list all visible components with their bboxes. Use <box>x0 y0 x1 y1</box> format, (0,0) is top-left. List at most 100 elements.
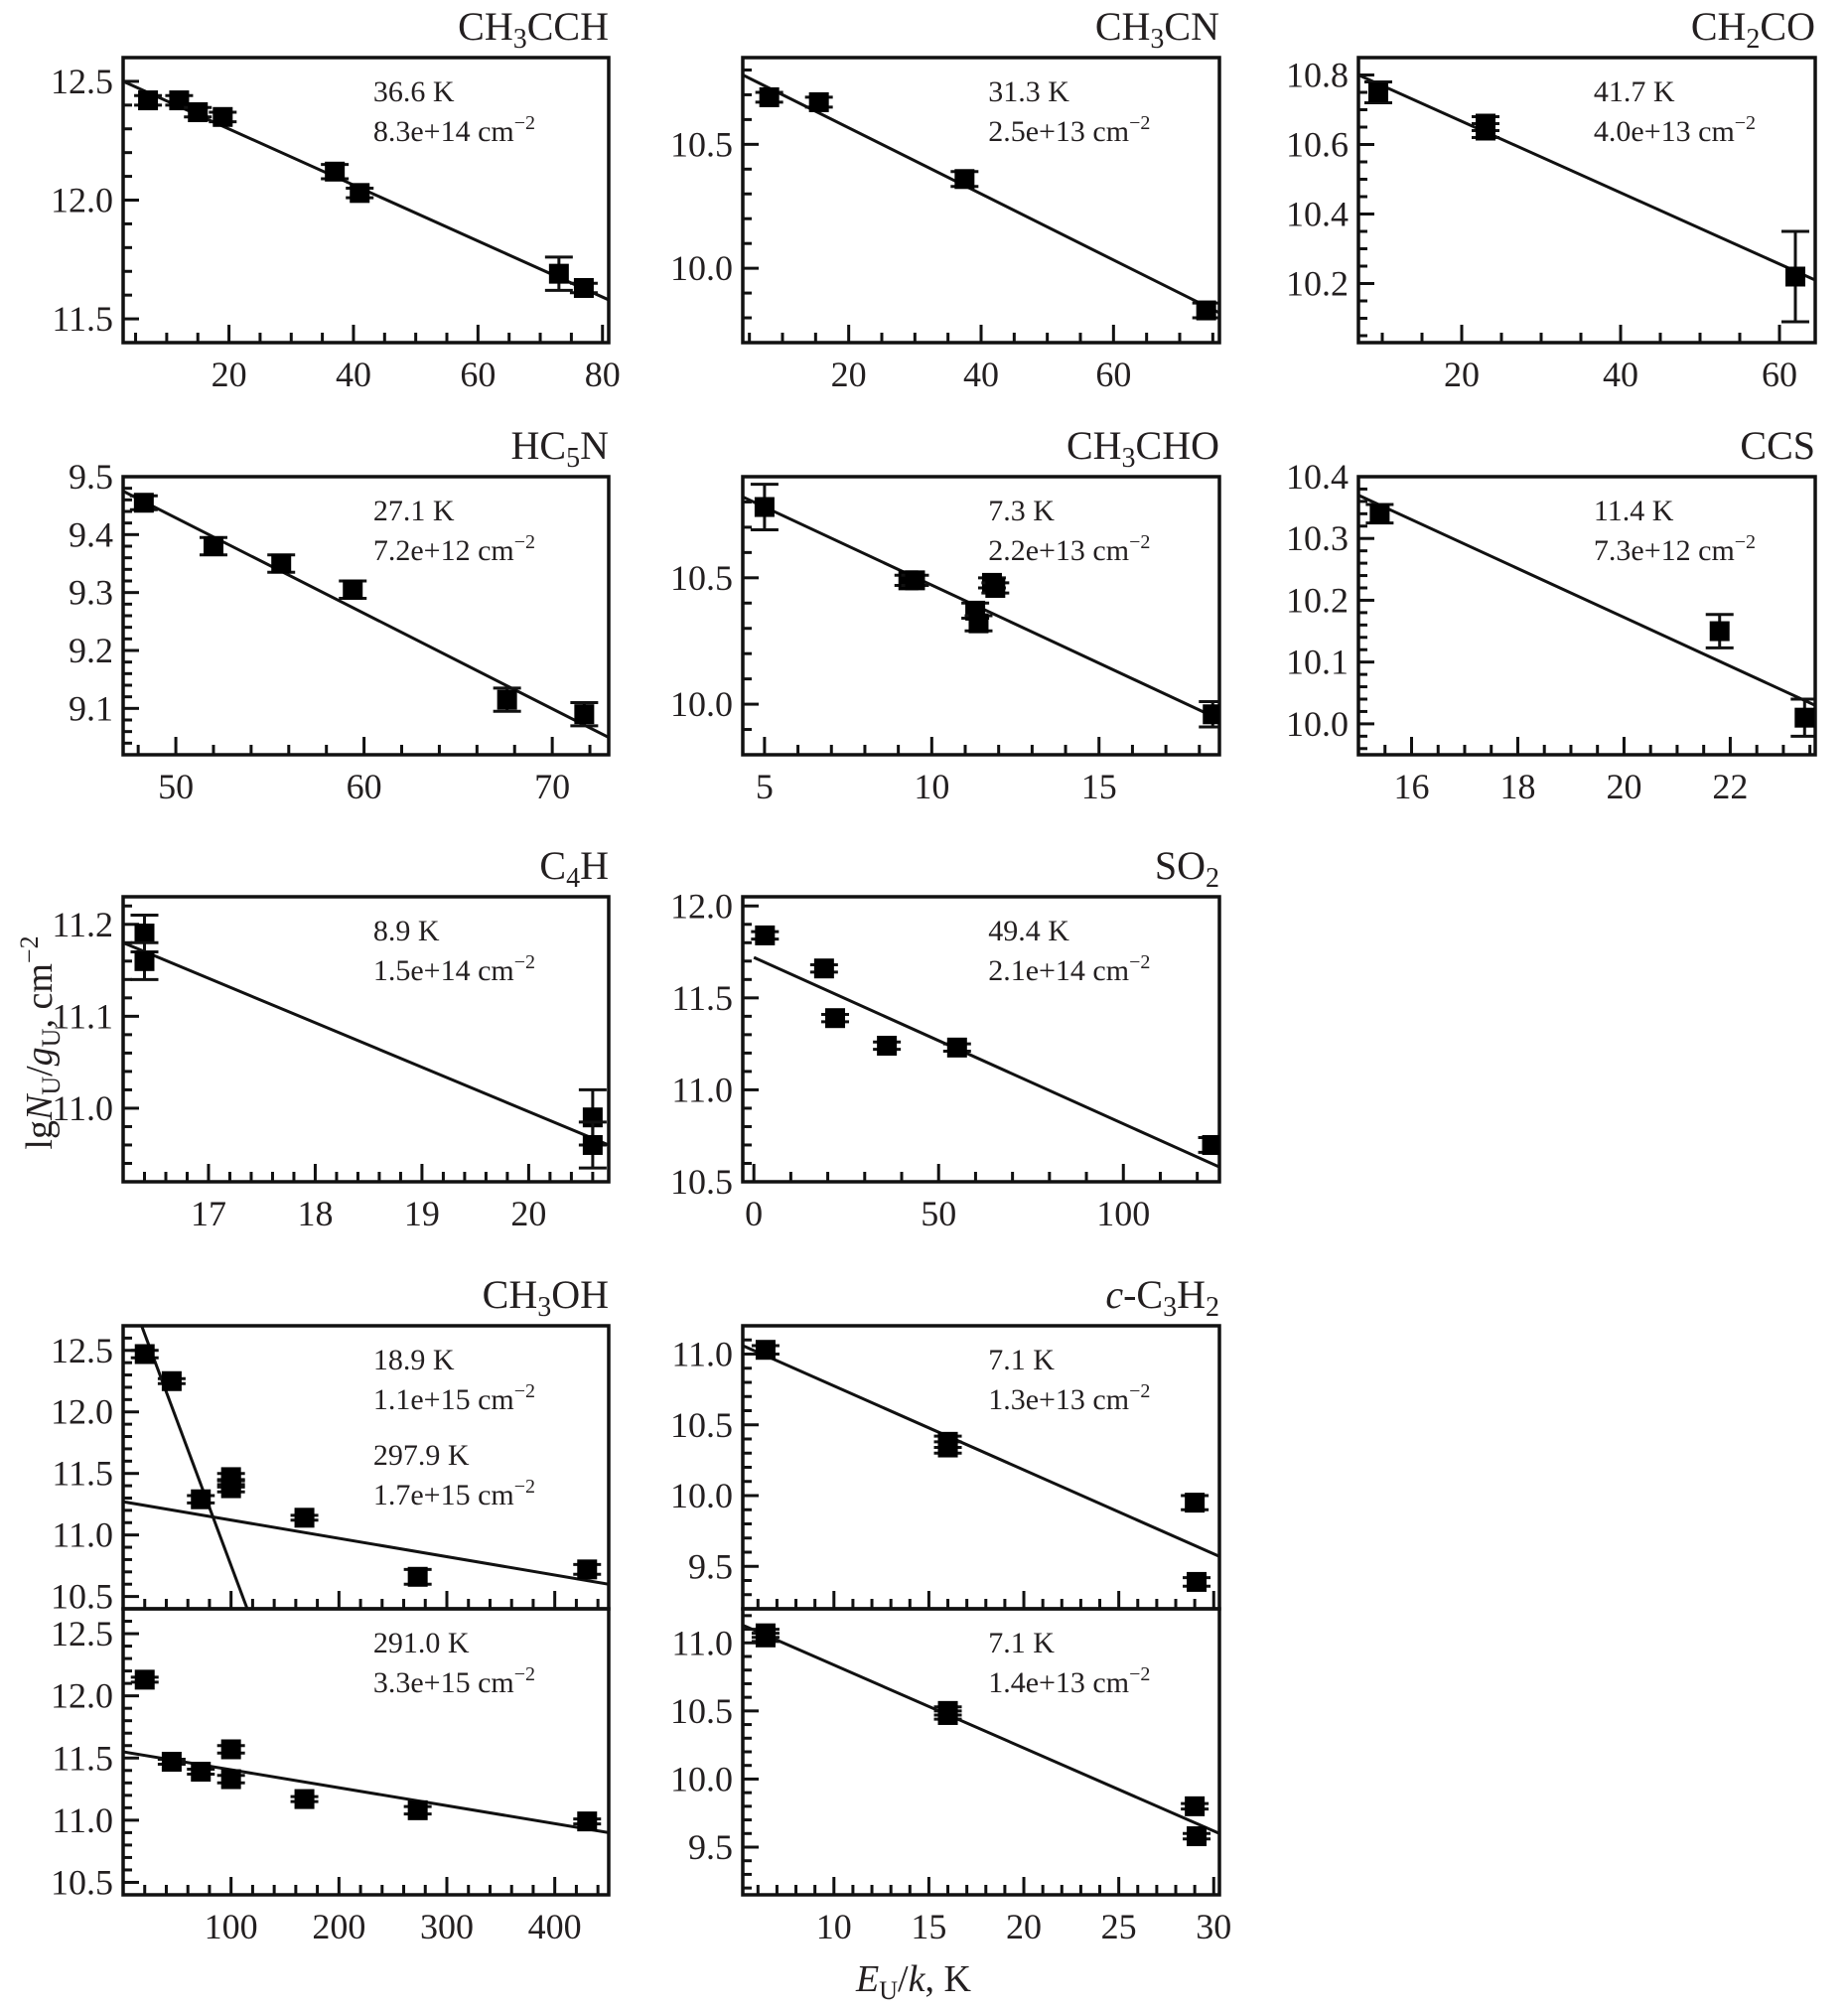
data-point <box>1369 503 1390 524</box>
data-point <box>755 925 776 945</box>
y-tick-label: 10.0 <box>670 248 733 288</box>
x-tick-label: 20 <box>212 355 247 394</box>
annotation-column-density: 2.1e+14 cm−2 <box>988 951 1150 987</box>
y-tick-label: 10.5 <box>670 558 733 598</box>
y-tick-label: 10.2 <box>1286 264 1349 304</box>
data-point <box>877 1035 898 1056</box>
data-point <box>134 924 155 944</box>
x-tick-label: 25 <box>1101 1907 1137 1946</box>
data-point <box>582 1134 603 1155</box>
data-layer <box>743 1623 1219 1847</box>
data-point <box>497 689 517 710</box>
data-point <box>905 570 925 591</box>
data-point <box>343 579 363 600</box>
plot-frame <box>121 895 611 1184</box>
data-point <box>188 102 209 123</box>
data-point <box>161 1752 182 1773</box>
panel-title: CH2CO <box>1691 4 1815 55</box>
x-tick-label: 50 <box>158 767 194 806</box>
x-tick-label: 40 <box>1603 355 1638 394</box>
panel-title: CH3CCH <box>458 4 609 55</box>
data-point <box>573 277 594 298</box>
data-point <box>134 950 155 971</box>
y-tick-label: 9.5 <box>69 457 113 497</box>
y-tick-label: 10.4 <box>1286 457 1349 497</box>
y-tick-label: 10.5 <box>670 1405 733 1445</box>
panel-title: CH3OH <box>483 1272 609 1323</box>
panel-ch2co: 20 40 60 10.2 10.4 10.6 10.8 CH2CO 41.7 K 4.0e+13… <box>1286 4 1817 394</box>
fit-line <box>743 1624 1219 1835</box>
annotation-column-density: 2.5e+13 cm−2 <box>988 112 1150 148</box>
annotation-column-density: 7.2e+12 cm−2 <box>373 531 535 567</box>
x-tick-label: 5 <box>756 767 774 806</box>
x-tick-label: 20 <box>831 355 867 394</box>
data-point <box>133 493 154 513</box>
y-tick-label: 11.0 <box>52 1088 113 1128</box>
data-point <box>294 1508 315 1528</box>
data-point <box>169 90 190 111</box>
x-tick-label: 400 <box>528 1907 582 1946</box>
y-tick-label: 11.0 <box>671 1335 733 1374</box>
y-tick-label: 10.5 <box>51 1577 113 1617</box>
data-point <box>985 578 1006 598</box>
x-tick-label: 40 <box>336 355 371 394</box>
y-tick-label: 11.5 <box>52 1454 113 1494</box>
data-layer <box>1358 494 1815 738</box>
panel-title: CCS <box>1740 423 1815 468</box>
fit-line <box>743 73 1219 315</box>
fit-line <box>140 1326 249 1609</box>
y-tick-label: 10.5 <box>670 124 733 164</box>
fit-line <box>123 490 609 739</box>
y-tick-label: 12.5 <box>51 1614 113 1653</box>
data-point <box>759 86 780 107</box>
y-tick-label: 11.2 <box>52 905 113 944</box>
y-tick-label: 10.0 <box>1286 704 1349 744</box>
fit-line <box>1358 494 1815 707</box>
data-point <box>937 1704 958 1725</box>
x-tick-label: 18 <box>1499 767 1535 806</box>
data-point <box>808 91 829 112</box>
x-tick-label: 22 <box>1712 767 1748 806</box>
annotation-temperature: 8.9 K <box>373 915 440 947</box>
y-tick-label: 10.4 <box>1286 195 1349 234</box>
y-tick-label: 9.3 <box>69 573 113 613</box>
data-point <box>1187 1826 1208 1847</box>
plot-frame <box>1356 475 1817 757</box>
x-tick-label: 15 <box>1081 767 1117 806</box>
y-tick-label: 11.0 <box>52 1800 113 1840</box>
data-point <box>946 1037 967 1058</box>
annotation-column-density: 2.2e+13 cm−2 <box>988 531 1150 567</box>
x-tick-label: 10 <box>816 1907 852 1946</box>
y-tick-label: 9.2 <box>69 631 113 670</box>
x-axis-label: EU/k, K <box>855 1958 971 2005</box>
x-tick-label: 15 <box>911 1907 946 1946</box>
panel-title: SO2 <box>1155 843 1219 894</box>
data-point <box>350 183 370 204</box>
x-tick-label: 70 <box>534 767 570 806</box>
plot-frame <box>1356 56 1817 345</box>
panel-title: CH3CN <box>1095 4 1219 55</box>
data-point <box>407 1566 428 1587</box>
annotation-temperature: 18.9 K <box>373 1344 455 1376</box>
x-tick-label: 17 <box>191 1194 226 1233</box>
annotation-temperature: 7.1 K <box>988 1627 1055 1659</box>
x-tick-label: 100 <box>205 1907 258 1946</box>
y-tick-label: 12.0 <box>51 1676 113 1716</box>
panel-c-c3h2-bottom: 10 15 20 25 30 9.5 10.0 10.5 11.0 7.1 K 1.4e+13 cm… <box>670 1607 1231 1946</box>
x-tick-label: 30 <box>1196 1907 1231 1946</box>
panel-ch3cho: 5 10 15 10.0 10.5 CH3CHO 7.3 K 2.2e+13 cm−2 <box>670 423 1221 806</box>
data-point <box>213 106 233 127</box>
data-point <box>574 704 595 725</box>
plot-frame <box>741 895 1221 1184</box>
x-tick-label: 16 <box>1393 767 1429 806</box>
data-point <box>407 1799 428 1820</box>
annotation-temperature: 297.9 K <box>373 1439 470 1472</box>
data-layer <box>123 490 609 739</box>
x-tick-label: 300 <box>420 1907 474 1946</box>
x-tick-label: 20 <box>1606 767 1641 806</box>
data-point <box>968 613 989 634</box>
panel-c4h: 17 18 19 20 11.0 11.1 11.2 C4H 8.9 K 1.5e+14 cm−2 <box>52 843 611 1233</box>
annotation-column-density: 1.7e+15 cm−2 <box>373 1476 535 1511</box>
